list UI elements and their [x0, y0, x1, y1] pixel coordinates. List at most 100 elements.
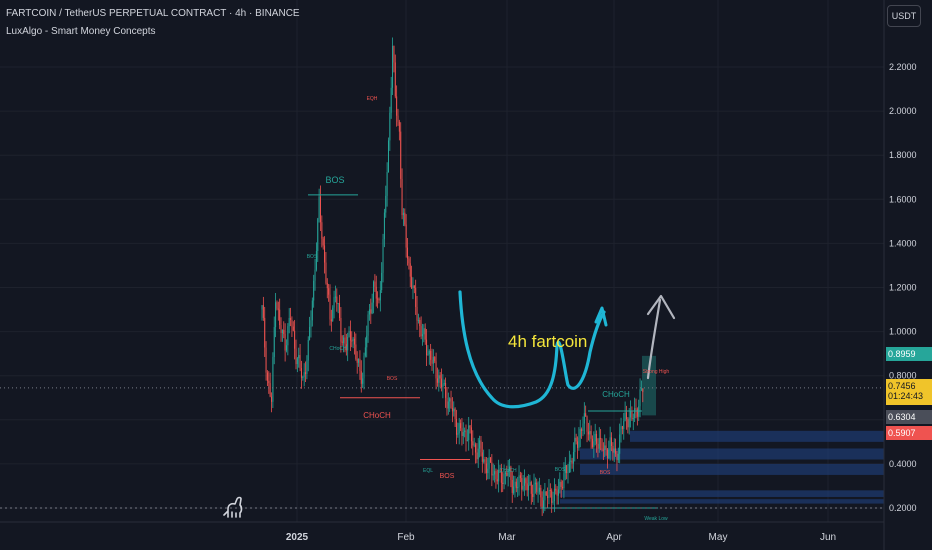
- candle-body: [415, 288, 417, 307]
- candle-body: [279, 309, 281, 326]
- symbol-title[interactable]: FARTCOIN / TetherUS PERPETUAL CONTRACT ·…: [6, 8, 300, 19]
- candle-body: [303, 372, 305, 377]
- candle-body: [330, 319, 332, 322]
- candle-body: [529, 482, 531, 486]
- candle-body: [620, 426, 622, 435]
- candle-body: [453, 408, 455, 412]
- candle-body: [269, 383, 271, 397]
- bar-countdown: 01:24:43: [888, 391, 924, 401]
- candle-body: [364, 347, 366, 356]
- candle-body: [417, 320, 419, 322]
- candle-body: [449, 398, 451, 402]
- candle-body: [500, 468, 502, 483]
- candle-body: [625, 412, 627, 420]
- smc-label: BOS: [600, 470, 611, 476]
- candle-body: [476, 452, 478, 460]
- candle-body: [287, 326, 289, 346]
- candle-body: [537, 491, 539, 493]
- annotation-text: 4h fartcoin: [508, 332, 587, 351]
- price-levels: [0, 387, 884, 509]
- candle-body: [509, 466, 511, 472]
- candle-body: [438, 375, 440, 383]
- candle-body: [466, 440, 468, 442]
- candle-body: [345, 344, 347, 351]
- price-tick-label: 1.0000: [889, 327, 917, 337]
- candle-body: [589, 431, 591, 435]
- candle-body: [473, 444, 475, 446]
- candle-body: [469, 425, 471, 428]
- order-block-zones: [560, 355, 884, 504]
- candle-body: [393, 45, 395, 63]
- candle-body: [374, 281, 376, 287]
- time-tick-label: May: [709, 532, 728, 543]
- candle-body: [578, 437, 580, 448]
- candle-body: [432, 356, 434, 364]
- candle-body: [623, 420, 625, 429]
- candle-body: [411, 276, 413, 289]
- smc-label: Weak Low: [644, 516, 668, 522]
- candle-body: [617, 453, 619, 461]
- price-tick-label: 2.0000: [889, 106, 917, 116]
- candle-body: [525, 478, 527, 484]
- candle-body: [379, 290, 381, 301]
- candle-body: [351, 340, 353, 342]
- smc-label: CHoCH: [499, 468, 517, 474]
- candle-body: [264, 317, 266, 348]
- price-axis[interactable]: 0.20000.40000.60000.80001.00001.20001.40…: [883, 0, 917, 550]
- candle-body: [324, 245, 326, 263]
- candle-body: [370, 309, 372, 314]
- candle-body: [426, 339, 428, 356]
- candle-body: [398, 121, 400, 132]
- candle-body: [496, 479, 498, 482]
- dinosaur-logo-icon: [223, 496, 243, 518]
- candle-body: [552, 501, 554, 503]
- candle-body: [408, 258, 410, 264]
- order-block-zone: [580, 463, 884, 475]
- smc-label: Strong High: [643, 369, 670, 375]
- candle-body: [519, 475, 521, 479]
- price-tick-label: 0.2000: [889, 503, 917, 513]
- candle-body: [485, 463, 487, 474]
- candle-body: [435, 361, 437, 379]
- candle-body: [373, 281, 375, 303]
- candle-body: [294, 330, 296, 349]
- candle-body: [642, 388, 644, 393]
- candle-body: [333, 297, 335, 308]
- candle-body: [451, 408, 453, 412]
- indicator-name[interactable]: LuxAlgo - Smart Money Concepts: [6, 26, 156, 37]
- candle-body: [534, 482, 536, 485]
- candle-body: [479, 440, 481, 449]
- candle-body: [551, 490, 553, 503]
- order-block-zone: [560, 490, 884, 497]
- candle-body: [514, 481, 516, 487]
- candle-body: [523, 478, 525, 486]
- candle-body: [436, 378, 438, 383]
- candle-body: [302, 376, 304, 378]
- candle-body: [363, 355, 365, 379]
- candle-body: [460, 423, 462, 429]
- currency-button[interactable]: USDT: [887, 5, 921, 27]
- candle-body: [526, 483, 528, 491]
- time-axis[interactable]: 2025 Feb Mar Apr May Jun: [0, 521, 884, 543]
- candle-body: [583, 413, 585, 424]
- candle-body: [615, 448, 617, 454]
- price-tag-upper: 0.8959: [886, 347, 932, 361]
- smc-labels: BOS CHoCH BOS CHoCH Strong High Weak Low EQL EQ…: [307, 96, 670, 522]
- candle-body: [295, 348, 297, 365]
- time-tick-label: 2025: [286, 532, 309, 543]
- candle-body: [309, 327, 311, 340]
- candle-body: [586, 416, 588, 432]
- candle-body: [454, 408, 456, 419]
- candle-body: [420, 326, 422, 337]
- candle-body: [360, 371, 362, 384]
- candle-body: [468, 425, 470, 441]
- candle-body: [343, 337, 345, 343]
- candle-body: [639, 389, 641, 407]
- order-block-zone: [580, 448, 884, 460]
- price-tick-label: 2.2000: [889, 62, 917, 72]
- price-tick-label: 0.8000: [889, 371, 917, 381]
- candle-body: [349, 331, 351, 341]
- candle-body: [311, 300, 313, 321]
- candle-body: [317, 218, 319, 252]
